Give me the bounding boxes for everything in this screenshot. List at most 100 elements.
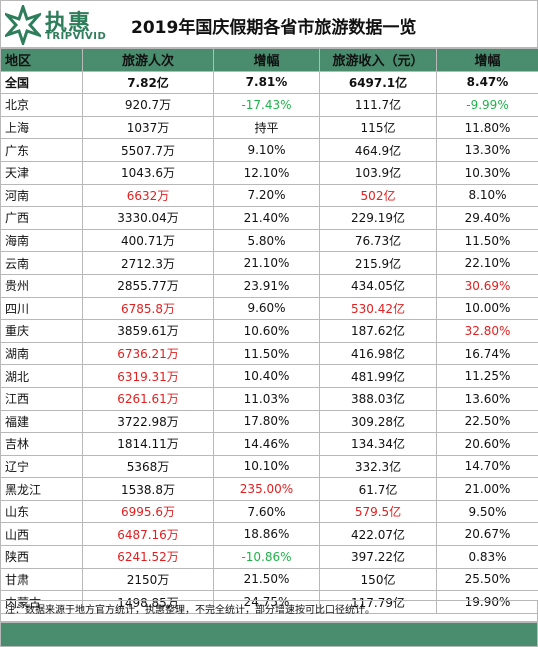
cell-income: 61.7亿	[319, 477, 437, 501]
cell-visitors: 6632万	[82, 183, 214, 208]
cell-income-growth: 14.70%	[436, 454, 538, 479]
cell-region: 北京	[0, 93, 83, 117]
cell-visitors: 3330.04万	[82, 206, 214, 230]
cell-visitors-growth: 12.10%	[213, 160, 320, 185]
cell-visitors-growth: -10.86%	[213, 545, 320, 569]
cell-visitors: 7.82亿	[82, 70, 214, 95]
cell-visitors: 6319.31万	[82, 364, 214, 388]
cell-income: 332.3亿	[319, 454, 437, 479]
cell-income: 187.62亿	[319, 319, 437, 343]
footnote: 注：数据来源于地方官方统计，执惠整理，不完全统计，部分增速按可比口径统计。	[0, 600, 538, 622]
cell-region: 陕西	[0, 545, 83, 569]
cell-visitors-growth: 5.80%	[213, 228, 320, 253]
cell-income: 229.19亿	[319, 206, 437, 230]
table-row: 天津 1043.6万 12.10% 103.9亿 10.30%	[0, 160, 538, 185]
cell-visitors-growth: 14.46%	[213, 432, 320, 456]
table-row: 上海 1037万 持平 115亿 11.80%	[0, 115, 538, 140]
cell-income: 76.73亿	[319, 228, 437, 253]
table-row: 江西 6261.61万 11.03% 388.03亿 13.60%	[0, 386, 538, 411]
column-header-income: 旅游收入（元）	[319, 48, 437, 72]
cell-visitors: 5368万	[82, 454, 214, 479]
cell-region: 吉林	[0, 432, 83, 456]
cell-visitors-growth: 24.75%	[213, 590, 320, 614]
cell-visitors-growth: 18.86%	[213, 522, 320, 547]
header: 执惠 TRIPVIVID 2019年国庆假期各省市旅游数据一览	[0, 0, 538, 48]
cell-region: 山东	[0, 499, 83, 524]
cell-visitors: 1814.11万	[82, 432, 214, 456]
page-title: 2019年国庆假期各省市旅游数据一览	[131, 18, 417, 38]
column-header-visitors: 旅游人次	[82, 48, 214, 72]
cell-visitors-growth: 11.50%	[213, 341, 320, 366]
cell-visitors: 1043.6万	[82, 160, 214, 185]
cell-region: 贵州	[0, 273, 83, 298]
cell-visitors-growth: 9.10%	[213, 138, 320, 162]
cell-income-growth: 22.50%	[436, 409, 538, 434]
table-row: 黑龙江 1538.8万 235.00% 61.7亿 21.00%	[0, 477, 538, 501]
cell-visitors-growth: 23.91%	[213, 273, 320, 298]
cell-income: 397.22亿	[319, 545, 437, 569]
table-row: 海南 400.71万 5.80% 76.73亿 11.50%	[0, 228, 538, 253]
cell-visitors-growth: 17.80%	[213, 409, 320, 434]
cell-income-growth: 10.30%	[436, 160, 538, 185]
cell-visitors: 2150万	[82, 567, 214, 592]
table-row: 湖南 6736.21万 11.50% 416.98亿 16.74%	[0, 341, 538, 366]
cell-visitors-growth: 21.40%	[213, 206, 320, 230]
cell-income-growth: 13.30%	[436, 138, 538, 162]
table-row: 辽宁 5368万 10.10% 332.3亿 14.70%	[0, 454, 538, 479]
cell-income-growth: 9.50%	[436, 499, 538, 524]
table-row: 湖北 6319.31万 10.40% 481.99亿 11.25%	[0, 364, 538, 388]
cell-visitors: 6995.6万	[82, 499, 214, 524]
table-row: 云南 2712.3万 21.10% 215.9亿 22.10%	[0, 251, 538, 275]
cell-income: 481.99亿	[319, 364, 437, 388]
logo-leaf-icon	[5, 5, 41, 45]
cell-income: 464.9亿	[319, 138, 437, 162]
cell-visitors-growth: 7.20%	[213, 183, 320, 208]
cell-income-growth: 10.00%	[436, 296, 538, 321]
logo: 执惠 TRIPVIVID	[5, 5, 117, 45]
table-row: 四川 6785.8万 9.60% 530.42亿 10.00%	[0, 296, 538, 321]
cell-income-growth: 32.80%	[436, 319, 538, 343]
cell-visitors: 3859.61万	[82, 319, 214, 343]
cell-region: 上海	[0, 115, 83, 140]
table-row: 重庆 3859.61万 10.60% 187.62亿 32.80%	[0, 319, 538, 343]
cell-visitors-growth: 7.60%	[213, 499, 320, 524]
cell-income: 388.03亿	[319, 386, 437, 411]
cell-region: 湖北	[0, 364, 83, 388]
cell-income-growth: 11.50%	[436, 228, 538, 253]
footer-bar	[0, 622, 538, 647]
table-row: 山西 6487.16万 18.86% 422.07亿 20.67%	[0, 522, 538, 547]
cell-visitors-growth: 9.60%	[213, 296, 320, 321]
cell-region: 广西	[0, 206, 83, 230]
cell-visitors: 5507.7万	[82, 138, 214, 162]
cell-income-growth: 20.60%	[436, 432, 538, 456]
cell-region: 江西	[0, 386, 83, 411]
cell-income: 103.9亿	[319, 160, 437, 185]
table-row: 广西 3330.04万 21.40% 229.19亿 29.40%	[0, 206, 538, 230]
cell-visitors-growth: 10.40%	[213, 364, 320, 388]
cell-region: 辽宁	[0, 454, 83, 479]
cell-income-growth: 29.40%	[436, 206, 538, 230]
cell-region: 山西	[0, 522, 83, 547]
column-header-income-growth: 增幅	[436, 48, 538, 72]
cell-visitors-growth: -17.43%	[213, 93, 320, 117]
table-row: 河南 6632万 7.20% 502亿 8.10%	[0, 183, 538, 208]
cell-region: 内蒙古	[0, 590, 83, 614]
cell-income-growth: -9.99%	[436, 93, 538, 117]
cell-income-growth: 30.69%	[436, 273, 538, 298]
cell-income: 416.98亿	[319, 341, 437, 366]
cell-income-growth: 20.67%	[436, 522, 538, 547]
cell-visitors: 6261.61万	[82, 386, 214, 411]
cell-income-growth: 25.50%	[436, 567, 538, 592]
cell-income-growth: 16.74%	[436, 341, 538, 366]
cell-income-growth: 8.47%	[436, 70, 538, 95]
cell-income-growth: 0.83%	[436, 545, 538, 569]
cell-region: 海南	[0, 228, 83, 253]
cell-visitors-growth: 235.00%	[213, 477, 320, 501]
cell-visitors: 2712.3万	[82, 251, 214, 275]
table-body: 全国 7.82亿 7.81% 6497.1亿 8.47% 北京 920.7万 -17.43% 1…	[0, 70, 538, 614]
cell-income-growth: 11.80%	[436, 115, 538, 140]
cell-income: 215.9亿	[319, 251, 437, 275]
cell-visitors: 6487.16万	[82, 522, 214, 547]
cell-income-growth: 8.10%	[436, 183, 538, 208]
